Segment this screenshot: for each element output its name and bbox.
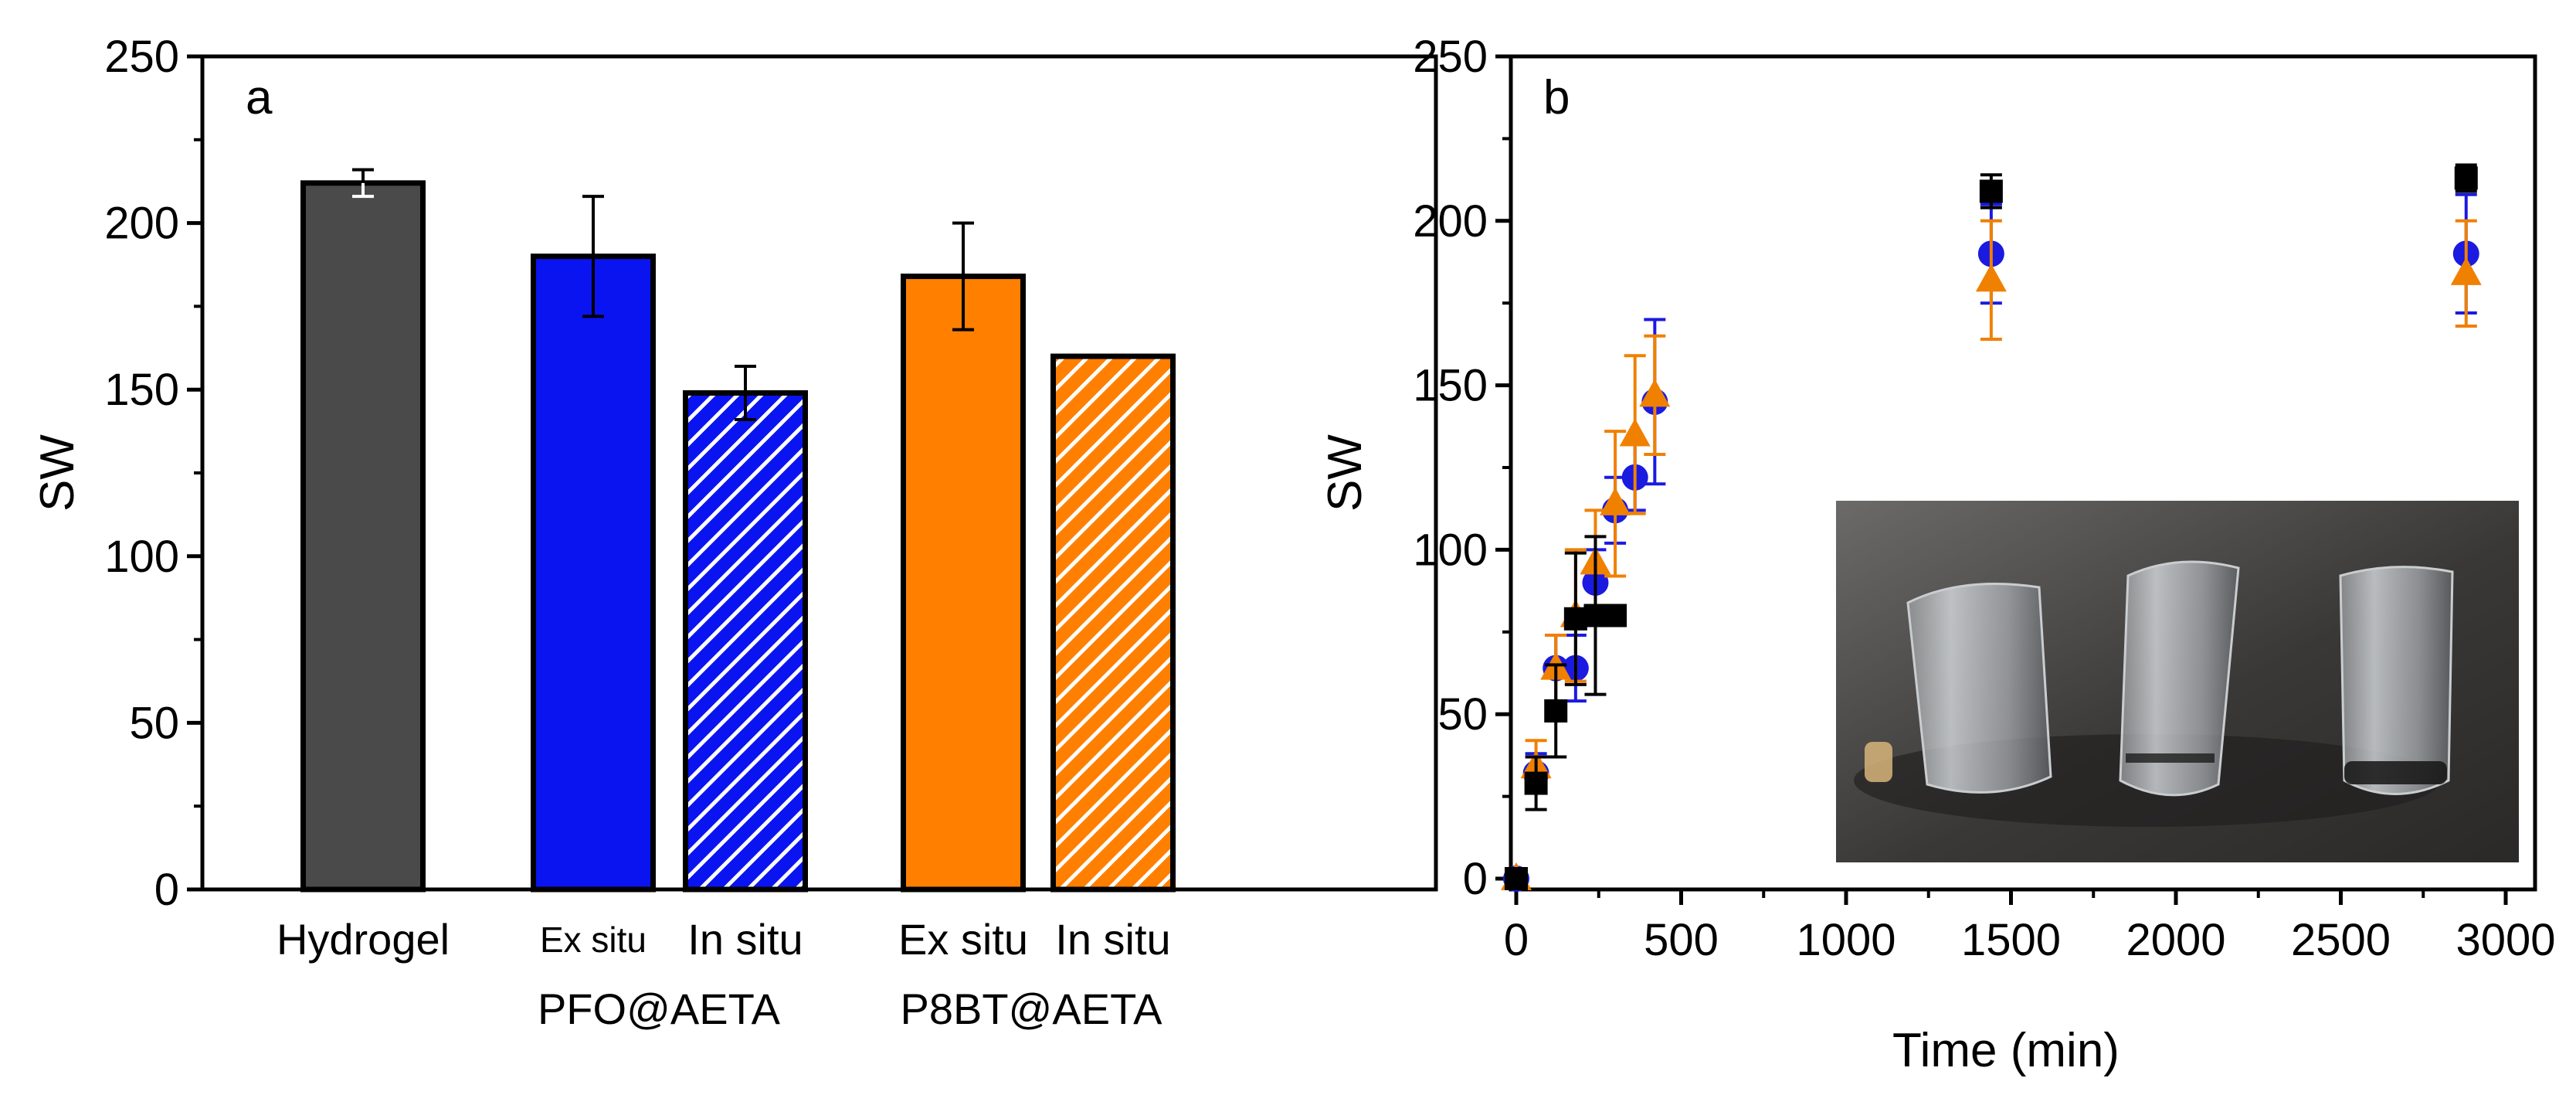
data-point-triangle bbox=[1639, 379, 1671, 407]
bar bbox=[531, 253, 656, 893]
x-tick-label: 2000 bbox=[2126, 915, 2225, 965]
data-point-triangle bbox=[1600, 487, 1631, 515]
category-label-insitu-p8bt: In situ bbox=[1055, 915, 1170, 964]
x-tick-label: 1000 bbox=[1796, 915, 1896, 965]
panel-a-y-axis: 0 50 100 150 200 250 bbox=[104, 32, 202, 915]
data-point-square bbox=[1583, 604, 1607, 627]
category-label-insitu-pfo: In situ bbox=[687, 915, 803, 964]
y-tick-label: 0 bbox=[154, 865, 179, 915]
category-label-exsitu-pfo: Ex situ bbox=[540, 920, 647, 960]
bar bbox=[901, 274, 1026, 893]
data-point-square bbox=[2454, 166, 2478, 190]
y-tick-label: 0 bbox=[1463, 854, 1488, 904]
data-point-square bbox=[1563, 607, 1587, 631]
panel-a-bars bbox=[300, 168, 1176, 893]
y-tick-label: 50 bbox=[129, 698, 179, 748]
y-tick-label: 100 bbox=[1413, 525, 1488, 575]
y-tick-label: 250 bbox=[1413, 32, 1488, 82]
category-label-exsitu-p8bt: Ex situ bbox=[898, 915, 1028, 964]
panel-b-x-axis: 0 500 1000 1500 2000 2500 3000 bbox=[1504, 889, 2556, 965]
x-tick-label: 500 bbox=[1644, 915, 1719, 965]
panel-b-plot-frame bbox=[1509, 54, 2537, 892]
bar bbox=[1050, 353, 1176, 893]
panel-b-scatter-chart: b SW Time (min) 0 50 100 150 200 250 0 500 1000… bbox=[1319, 32, 2556, 1077]
bar bbox=[683, 390, 808, 893]
panel-a-y-axis-title: SW bbox=[31, 434, 84, 512]
y-tick-label: 150 bbox=[1413, 361, 1488, 411]
y-tick-label: 150 bbox=[104, 365, 179, 415]
panel-b-x-axis-title: Time (min) bbox=[1892, 1024, 2120, 1077]
data-point-square bbox=[1604, 604, 1627, 627]
panel-b-y-axis-title: SW bbox=[1319, 434, 1372, 512]
data-point-triangle bbox=[1619, 418, 1651, 447]
group-label-pfo: PFO@AETA bbox=[538, 984, 781, 1033]
data-point-triangle bbox=[2450, 257, 2482, 285]
data-point-square bbox=[1979, 179, 2003, 203]
panel-a-bar-chart: a SW 0 50 100 150 200 250 Hydrogel Ex situ In… bbox=[31, 32, 1438, 1033]
data-point-square bbox=[1505, 867, 1528, 890]
data-point-square bbox=[1544, 699, 1568, 723]
group-label-p8bt: P8BT@AETA bbox=[900, 984, 1162, 1033]
panel-a-category-labels: Hydrogel Ex situ In situ Ex situ In situ… bbox=[277, 915, 1171, 1033]
bar bbox=[300, 180, 426, 893]
y-tick-label: 100 bbox=[104, 532, 179, 582]
y-tick-label: 200 bbox=[104, 199, 179, 249]
x-tick-label: 2500 bbox=[2291, 915, 2391, 965]
y-tick-label: 250 bbox=[104, 32, 179, 82]
data-point-square bbox=[1524, 771, 1548, 795]
inset-photo bbox=[1836, 501, 2519, 862]
x-tick-label: 3000 bbox=[2456, 915, 2555, 965]
y-tick-label: 50 bbox=[1437, 689, 1488, 740]
panel-b-data-points bbox=[1501, 163, 2482, 892]
y-tick-label: 200 bbox=[1413, 196, 1488, 247]
category-label-hydrogel: Hydrogel bbox=[277, 915, 450, 964]
x-tick-label: 0 bbox=[1504, 915, 1529, 965]
x-tick-label: 1500 bbox=[1961, 915, 2061, 965]
panel-b-letter: b bbox=[1543, 71, 1570, 124]
data-point-triangle bbox=[1975, 264, 2007, 292]
panel-a-letter: a bbox=[246, 71, 273, 124]
panel-b-y-axis: 0 50 100 150 200 250 bbox=[1413, 32, 1511, 904]
